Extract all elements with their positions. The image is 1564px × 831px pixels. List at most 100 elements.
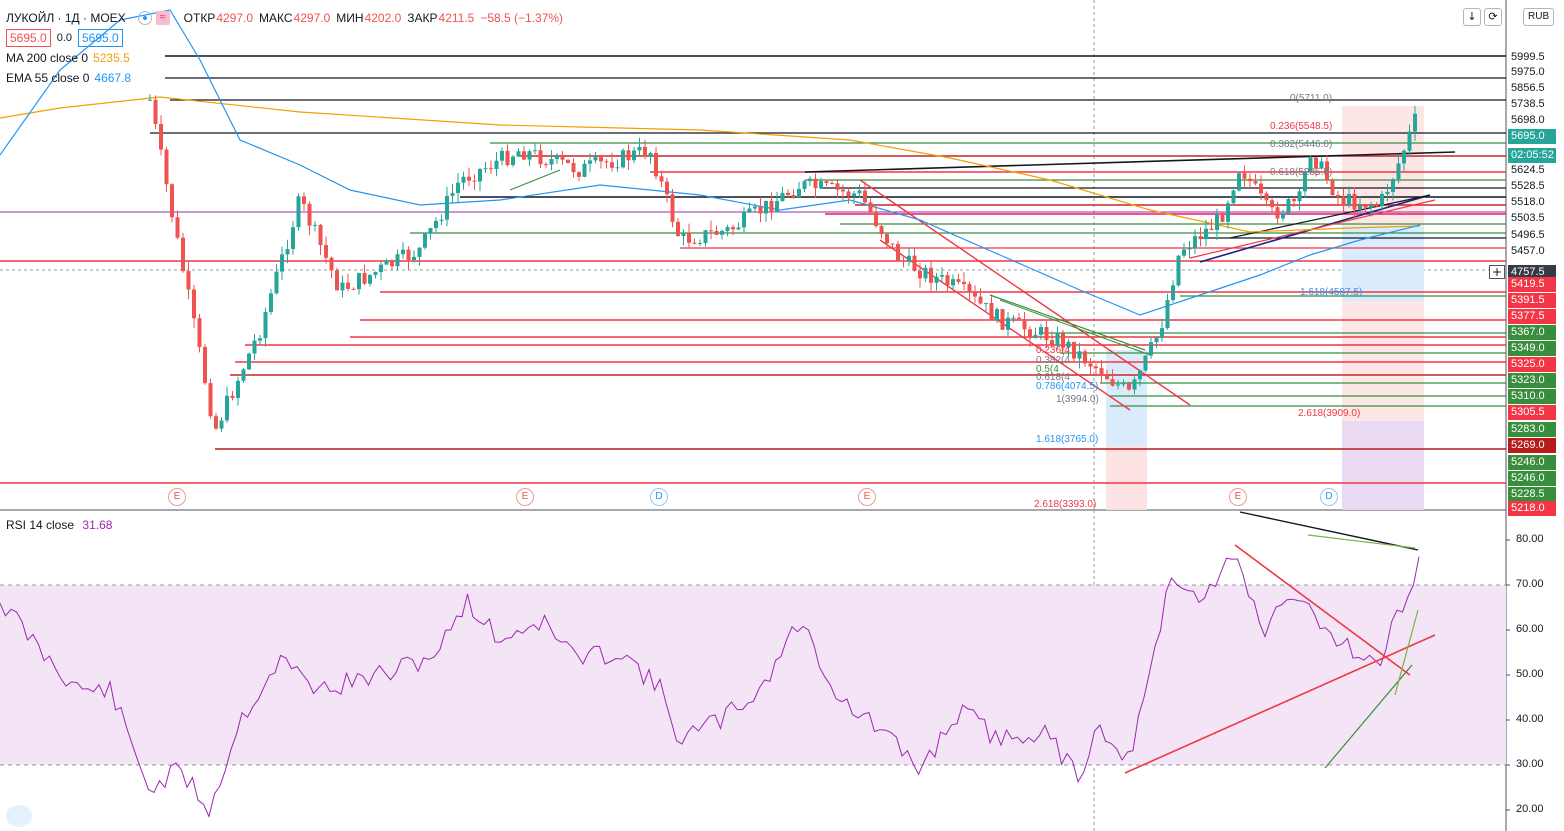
- candle-body: [1220, 214, 1225, 222]
- candle-body: [164, 149, 169, 185]
- compare-icon[interactable]: ≈: [155, 11, 170, 25]
- candle-body: [978, 296, 983, 304]
- rsi-line: [0, 556, 1420, 819]
- fib-level-label: 0.236(4: [1036, 345, 1070, 356]
- rsi-tick-label: 70.00: [1516, 578, 1544, 590]
- candle-body: [1264, 193, 1269, 201]
- candle-body: [687, 232, 691, 243]
- candle-body: [643, 146, 647, 157]
- candle-body: [1402, 150, 1406, 164]
- rsi-label: RSI 14 close: [6, 518, 75, 532]
- price-label: 5377.5: [1508, 309, 1556, 324]
- candle-body: [885, 234, 889, 244]
- low-label: МИН: [336, 11, 364, 25]
- candle-body: [390, 260, 394, 267]
- candle-body: [577, 172, 581, 177]
- earnings-marker[interactable]: E: [858, 488, 876, 506]
- sell-button[interactable]: 5695.0: [6, 29, 51, 47]
- candle-body: [1171, 285, 1175, 301]
- candle-body: [659, 176, 664, 182]
- candle-body: [274, 271, 279, 294]
- earnings-marker[interactable]: E: [168, 488, 186, 506]
- trend-line-3: [999, 299, 1151, 356]
- price-label: 5856.5: [1508, 81, 1556, 96]
- candle-body: [808, 178, 812, 182]
- candle-body: [357, 272, 361, 290]
- candle-body: [362, 272, 367, 284]
- earnings-marker[interactable]: E: [1229, 488, 1247, 506]
- open-label: ОТКР: [183, 11, 216, 25]
- candle-body: [252, 340, 257, 354]
- candle-body: [445, 195, 449, 220]
- candle-body: [813, 178, 818, 189]
- candle-body: [1358, 205, 1362, 210]
- candle-body: [1165, 300, 1170, 329]
- candle-body: [918, 270, 922, 279]
- dividend-marker[interactable]: D: [650, 488, 668, 506]
- candle-body: [439, 219, 444, 221]
- price-label: 5419.5: [1508, 277, 1556, 292]
- candle-body: [461, 176, 466, 183]
- candle-body: [681, 232, 686, 236]
- candle-body: [1138, 370, 1142, 380]
- candle-body: [1275, 207, 1280, 219]
- candle-body: [423, 233, 427, 248]
- currency-button[interactable]: RUB: [1523, 8, 1555, 26]
- fib-level-label: 0(5711.0): [1290, 93, 1333, 104]
- tradingview-logo-icon[interactable]: [6, 805, 32, 827]
- price-label: 5349.0: [1508, 341, 1556, 356]
- candle-body: [1292, 198, 1296, 202]
- candle-body: [159, 123, 163, 150]
- ma200-legend[interactable]: MA 200 close 0 5235.5: [6, 48, 563, 68]
- price-label: 5698.0: [1508, 113, 1556, 128]
- refresh-icon[interactable]: ⟳: [1484, 8, 1502, 26]
- symbol-title[interactable]: ЛУКОЙЛ · 1Д · MOEX: [6, 11, 126, 25]
- candle-body: [1154, 337, 1159, 343]
- rsi-trend-line-2: [1239, 511, 1419, 551]
- fib-level-label: 0.382(4: [1036, 355, 1070, 366]
- close-value: 4211.5: [438, 11, 475, 25]
- candle-body: [467, 176, 471, 181]
- candle-body: [549, 159, 554, 165]
- candle-body: [406, 249, 411, 261]
- candle-body: [1143, 355, 1148, 371]
- candle-body: [214, 416, 218, 429]
- candle-body: [720, 230, 724, 235]
- candle-body: [593, 157, 598, 161]
- candle-body: [753, 206, 757, 209]
- fib-level-label: 0.618(5285.5): [1270, 167, 1333, 178]
- candle-body: [544, 164, 548, 166]
- ema55-legend[interactable]: EMA 55 close 0 4667.8: [6, 68, 563, 88]
- price-label: 5305.5: [1508, 405, 1556, 420]
- add-level-button[interactable]: +: [1489, 265, 1505, 279]
- candle-body: [907, 255, 911, 262]
- candle-body: [1033, 334, 1038, 339]
- download-icon[interactable]: ↓: [1463, 8, 1481, 26]
- price-label: 5283.0: [1508, 422, 1556, 437]
- earnings-marker[interactable]: E: [516, 488, 534, 506]
- eye-icon[interactable]: [137, 11, 152, 25]
- ma200-label: MA 200 close 0: [6, 51, 89, 65]
- candle-body: [989, 302, 994, 321]
- ma200-line: [0, 96, 1421, 233]
- candle-body: [247, 353, 251, 370]
- buy-button[interactable]: 5695.0: [78, 29, 123, 47]
- candle-body: [1347, 193, 1351, 206]
- low-value: 4202.0: [364, 11, 402, 25]
- candle-body: [852, 193, 856, 197]
- candle-body: [401, 249, 405, 255]
- candle-body: [219, 420, 224, 429]
- rsi-legend[interactable]: RSI 14 close 31.68: [6, 518, 112, 532]
- candle-body: [1369, 205, 1373, 208]
- candle-body: [1380, 194, 1384, 206]
- candle-body: [527, 151, 532, 160]
- candle-body: [995, 309, 999, 321]
- candle-body: [208, 383, 213, 417]
- candle-body: [736, 227, 741, 230]
- candle-body: [1237, 173, 1241, 191]
- candle-body: [1110, 379, 1115, 386]
- change-value: −58.5 (−1.37%): [480, 11, 564, 25]
- dividend-marker[interactable]: D: [1320, 488, 1338, 506]
- candle-body: [951, 279, 955, 286]
